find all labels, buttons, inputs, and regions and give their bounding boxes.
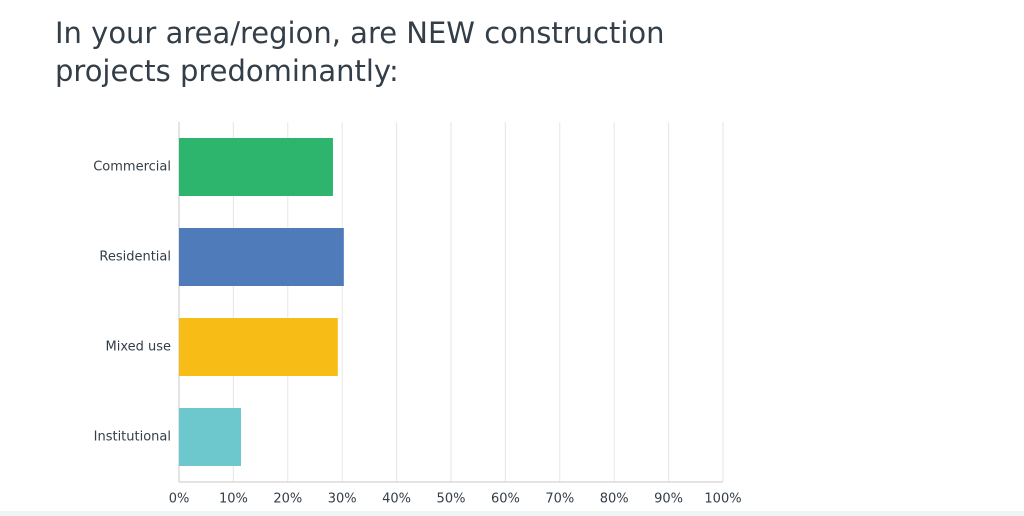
bar: [179, 318, 338, 376]
y-tick-label: Commercial: [93, 160, 171, 175]
y-tick-label: Residential: [99, 250, 171, 265]
y-tick-label: Institutional: [94, 430, 171, 445]
x-tick-label: 30%: [328, 492, 357, 507]
x-tick-label: 0%: [169, 492, 190, 507]
bar: [179, 408, 242, 466]
x-tick-label: 100%: [704, 492, 741, 507]
x-tick-label: 10%: [219, 492, 248, 507]
chart-title: In your area/region, are NEW constructio…: [55, 16, 665, 88]
x-tick-label: 80%: [600, 492, 629, 507]
x-tick-label: 90%: [654, 492, 683, 507]
x-tick-label: 60%: [491, 492, 520, 507]
x-tick-label: 50%: [437, 492, 466, 507]
x-tick-label: 70%: [545, 492, 574, 507]
bottom-strip: [0, 511, 1024, 516]
bar: [179, 138, 333, 196]
x-tick-label: 20%: [273, 492, 302, 507]
y-tick-label: Mixed use: [105, 340, 171, 355]
bar: [179, 228, 344, 286]
x-tick-label: 40%: [382, 492, 411, 507]
